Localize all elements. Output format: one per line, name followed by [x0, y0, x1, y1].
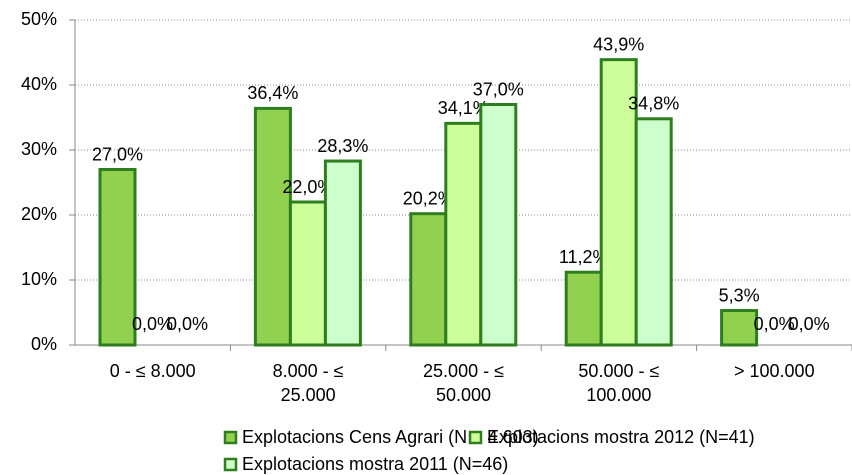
value-label: 0,0% — [754, 314, 795, 334]
bar — [599, 58, 638, 347]
value-label: 0,0% — [132, 314, 173, 334]
value-label: 28,3% — [317, 136, 368, 156]
y-tick-label: 20% — [21, 204, 57, 224]
x-tick-label: 25.000 - ≤50.000 — [423, 361, 504, 405]
value-label: 27,0% — [92, 144, 143, 164]
y-tick-label: 30% — [21, 139, 57, 159]
y-tick-label: 10% — [21, 269, 57, 289]
bar — [409, 212, 448, 347]
value-label: 5,3% — [719, 285, 760, 305]
x-tick-label: 50.000 - ≤100.000 — [578, 361, 659, 405]
y-tick-label: 50% — [21, 9, 57, 29]
value-label: 22,0% — [282, 177, 333, 197]
bar — [323, 159, 362, 347]
x-tick-label: > 100.000 — [734, 361, 815, 381]
legend-swatch — [223, 457, 238, 472]
legend-label: Explotacions mostra 2012 (N=41) — [487, 427, 755, 447]
bar — [444, 121, 483, 347]
bar — [98, 168, 137, 347]
value-label: 37,0% — [473, 79, 524, 99]
bar — [634, 117, 673, 347]
value-label: 20,2% — [403, 188, 454, 208]
legend-swatch — [468, 430, 483, 445]
bar — [720, 309, 759, 347]
value-label: 34,8% — [628, 94, 679, 114]
legend-label: Explotacions Cens Agrari (N = 4.603) — [242, 427, 539, 447]
value-label: 11,2% — [559, 247, 609, 267]
value-label: 36,4% — [247, 83, 298, 103]
value-label: 0,0% — [789, 314, 830, 334]
value-label: 0,0% — [167, 314, 208, 334]
legend-swatch — [223, 430, 238, 445]
legend-label: Explotacions mostra 2011 (N=46) — [242, 454, 508, 474]
bar — [479, 103, 518, 347]
x-tick-label: 0 - ≤ 8.000 — [110, 361, 196, 381]
bar — [288, 200, 327, 347]
value-label: 34,1% — [438, 98, 489, 118]
bar — [564, 270, 603, 347]
y-tick-label: 40% — [21, 74, 57, 94]
value-label: 43,9% — [593, 34, 644, 54]
y-tick-label: 0% — [31, 334, 57, 354]
bar — [253, 106, 292, 347]
x-tick-label: 8.000 - ≤25.000 — [273, 361, 344, 405]
